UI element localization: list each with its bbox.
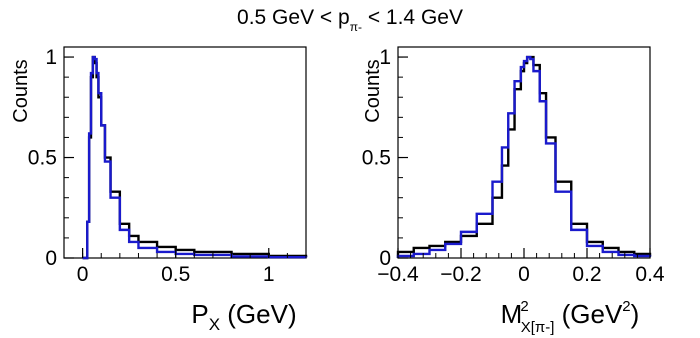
y-tick-label-right-1: 0.5 bbox=[362, 147, 391, 170]
y-tick-label-left-2: 1 bbox=[45, 46, 57, 69]
series-blue-right bbox=[396, 55, 652, 258]
x-tick-label-right-4: 0.4 bbox=[635, 263, 665, 286]
x-axis-label-right-suffix-sup: 2 bbox=[622, 298, 630, 315]
series-black-left bbox=[82, 55, 308, 260]
x-tick-label-right-2: 0 bbox=[518, 263, 530, 286]
series-black-right bbox=[396, 55, 652, 258]
y-axis-label-left: Counts bbox=[10, 59, 32, 122]
x-tick-label-left-2: 1 bbox=[263, 263, 275, 286]
x-tick-label-right-1: −0.2 bbox=[440, 263, 481, 286]
y-tick-label-left-0: 0 bbox=[45, 247, 57, 270]
figure-title-sub: π- bbox=[350, 20, 362, 34]
x-tick-label-right-0: −0.4 bbox=[377, 263, 419, 286]
series-blue-left bbox=[82, 55, 308, 260]
plot-frame-right bbox=[397, 46, 651, 259]
y-tick-label-right-2: 1 bbox=[379, 46, 391, 69]
x-tick-label-left-0: 0 bbox=[77, 263, 89, 286]
plot-frame-left bbox=[63, 46, 307, 259]
x-tick-label-left-1: 0.5 bbox=[161, 263, 190, 286]
plot-area-right: −0.4 −0.2 0 0.2 0.4 0 0.5 1 bbox=[362, 46, 665, 286]
x-axis-label-left: PX (GeV) bbox=[191, 299, 296, 334]
x-axis-label-right-sub: X[π-] bbox=[521, 319, 555, 336]
figure-title: 0.5 GeV < pπ- < 1.4 GeV bbox=[237, 6, 463, 34]
panel-left: 0 0.5 1 0 0.5 1 Counts PX (GeV) bbox=[10, 46, 308, 334]
x-tick-label-right-3: 0.2 bbox=[572, 263, 601, 286]
y-axis-label-right: Counts bbox=[362, 59, 384, 122]
panel-right: −0.4 −0.2 0 0.2 0.400.51 Counts M2 X[π-] (GeV… bbox=[362, 46, 665, 336]
plot-area-left: 0 0.5 1 0 0.5 1 bbox=[28, 46, 308, 286]
y-tick-label-right-0: 0 bbox=[379, 247, 391, 270]
x-axis-label-right: M2 X[π-] (GeV2) bbox=[501, 298, 640, 336]
x-axis-label-left-sub: X bbox=[209, 315, 220, 334]
x-axis-label-right-sup: 2 bbox=[520, 298, 528, 315]
y-tick-label-left-1: 0.5 bbox=[28, 147, 57, 170]
